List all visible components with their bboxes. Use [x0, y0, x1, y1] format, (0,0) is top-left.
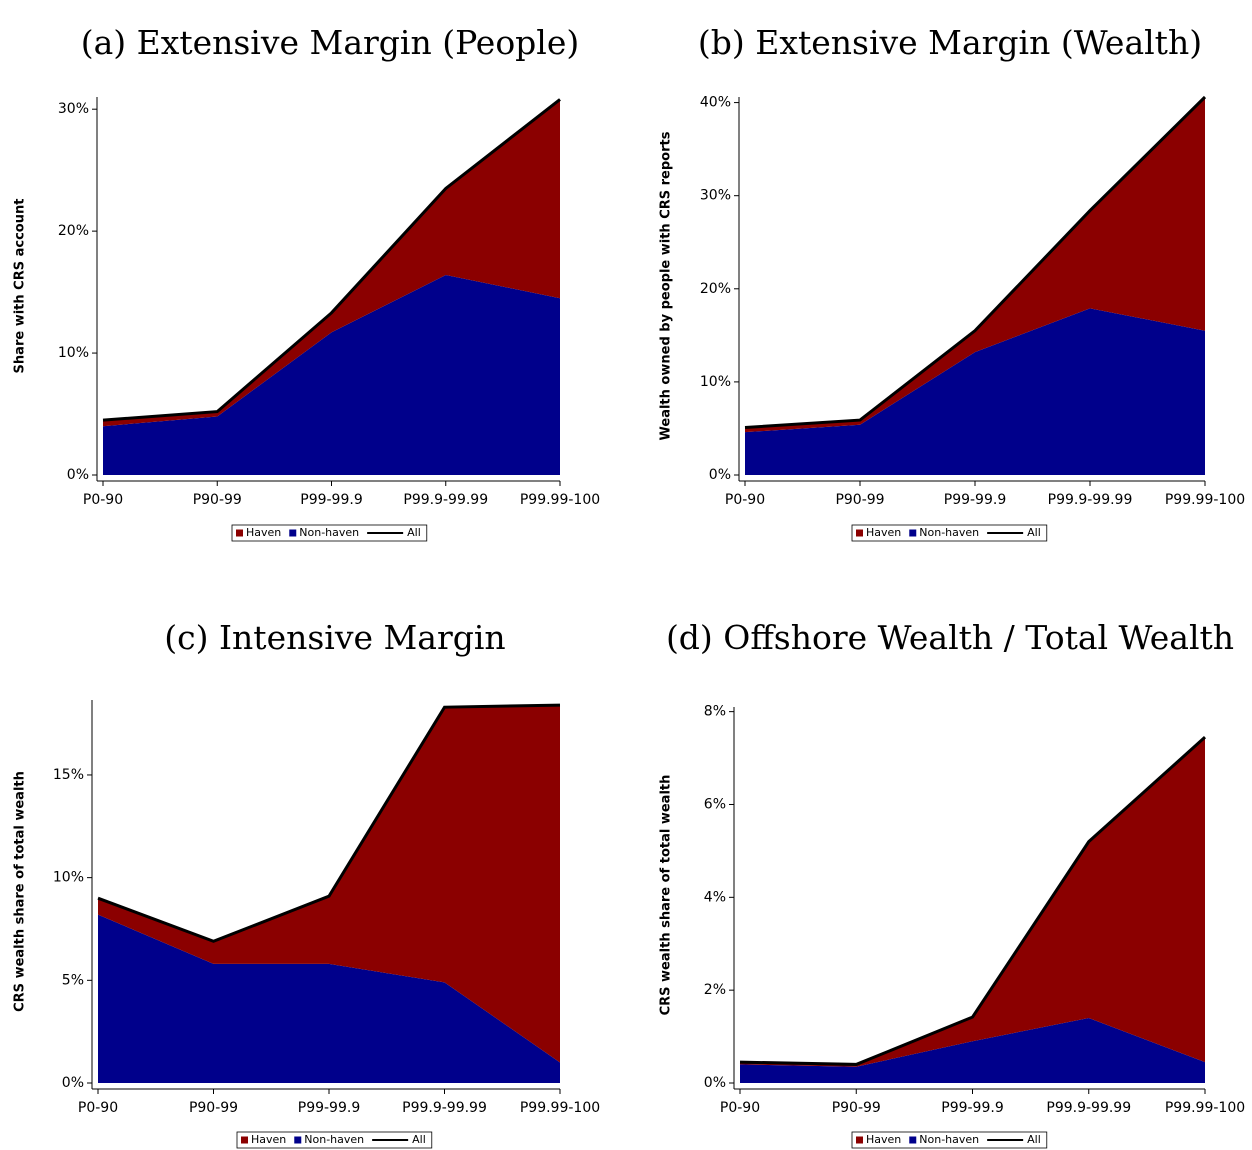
- legend-label: Non-haven: [919, 1133, 979, 1146]
- legend-label: Haven: [866, 1133, 901, 1146]
- legend-frame: [236, 1131, 433, 1149]
- chart-title: (d) Offshore Wealth / Total Wealth: [666, 618, 1234, 657]
- area: [745, 308, 1205, 475]
- area: [740, 737, 1205, 1067]
- x-tick-label: P99.9-99.99: [1048, 492, 1133, 508]
- x-tick-label: P99.9-99.99: [1046, 1100, 1131, 1116]
- x-tick-label: P99.99-100: [520, 492, 600, 508]
- x-tick-label: P90-99: [832, 1100, 881, 1116]
- y-tick-label: 8%: [704, 704, 726, 720]
- chart-title: (c) Intensive Margin: [164, 618, 505, 657]
- x-tick-label: P99-99.9: [941, 1100, 1003, 1116]
- x-tick-label: P99-99.9: [298, 1100, 360, 1116]
- y-axis-label: CRS wealth share of total wealth: [659, 775, 674, 1016]
- y-tick-label: 20%: [58, 223, 89, 239]
- y-tick-label: 30%: [58, 101, 89, 117]
- legend-label: Haven: [866, 526, 901, 539]
- legend: Haven Non-haven All: [231, 524, 428, 542]
- legend-label: Haven: [251, 1133, 286, 1146]
- x-tick-label: P0-90: [83, 492, 123, 508]
- legend-swatch: [294, 1136, 302, 1144]
- area: [98, 914, 560, 1083]
- chart-title: (b) Extensive Margin (Wealth): [698, 23, 1202, 62]
- legend-swatch: [241, 1136, 248, 1144]
- legend-label: Non-haven: [919, 526, 979, 539]
- x-tick-label: P99-99.9: [300, 492, 362, 508]
- legend-swatch: [856, 1136, 863, 1144]
- x-tick-label: P90-99: [193, 492, 242, 508]
- y-tick-label: 10%: [700, 374, 731, 390]
- x-tick-label: P99.99-100: [1165, 1100, 1245, 1116]
- y-tick-label: 15%: [53, 767, 84, 783]
- legend-frame: [851, 524, 1048, 542]
- legend-swatch: [856, 529, 863, 537]
- legend-swatch: [909, 1136, 917, 1144]
- line: [744, 95, 1207, 430]
- y-tick-label: 0%: [709, 467, 731, 483]
- x-tick-label: P99.99-100: [520, 1100, 600, 1116]
- x-tick-label: P99.9-99.99: [402, 1100, 487, 1116]
- legend-label: Non-haven: [304, 1133, 364, 1146]
- legend-swatch: [909, 529, 917, 537]
- legend: Haven Non-haven All: [851, 1131, 1048, 1149]
- y-tick-label: 10%: [53, 870, 84, 886]
- legend: Haven Non-haven All: [851, 524, 1048, 542]
- area: [745, 97, 1205, 433]
- x-tick-label: P0-90: [78, 1100, 118, 1116]
- y-tick-label: 40%: [700, 95, 731, 111]
- y-tick-label: 0%: [704, 1075, 726, 1091]
- x-tick-label: P99-99.9: [944, 492, 1006, 508]
- x-tick-label: P99.99-100: [1165, 492, 1245, 508]
- area: [103, 275, 560, 475]
- y-axis-label: CRS wealth share of total wealth: [13, 771, 28, 1012]
- y-axis-label: Share with CRS account: [13, 199, 28, 374]
- x-tick-label: P90-99: [835, 492, 884, 508]
- legend-frame: [231, 524, 428, 542]
- y-tick-label: 30%: [700, 188, 731, 204]
- chart-title: (a) Extensive Margin (People): [81, 23, 580, 62]
- line: [97, 703, 561, 943]
- line: [102, 98, 561, 422]
- legend-label: All: [407, 526, 421, 539]
- legend-label: All: [1027, 1133, 1041, 1146]
- y-tick-label: 0%: [67, 467, 89, 483]
- y-tick-label: 5%: [62, 972, 84, 988]
- y-tick-label: 0%: [62, 1075, 84, 1091]
- legend: Haven Non-haven All: [236, 1131, 433, 1149]
- line: [739, 736, 1207, 1066]
- area: [98, 705, 560, 1063]
- x-tick-label: P99.9-99.99: [403, 492, 488, 508]
- y-tick-label: 20%: [700, 281, 731, 297]
- area: [103, 99, 560, 427]
- legend-label: All: [1027, 526, 1041, 539]
- legend-frame: [851, 1131, 1048, 1149]
- x-tick-label: P90-99: [189, 1100, 238, 1116]
- legend-swatch: [289, 529, 297, 537]
- legend-label: All: [412, 1133, 426, 1146]
- x-tick-label: P0-90: [725, 492, 765, 508]
- y-tick-label: 4%: [704, 889, 726, 905]
- y-axis-label: Wealth owned by people with CRS reports: [659, 131, 674, 440]
- x-tick-label: P0-90: [720, 1100, 760, 1116]
- y-tick-label: 6%: [704, 796, 726, 812]
- legend-label: Non-haven: [299, 526, 359, 539]
- legend-swatch: [236, 529, 243, 537]
- y-tick-label: 2%: [704, 982, 726, 998]
- y-tick-label: 10%: [58, 345, 89, 361]
- legend-label: Haven: [246, 526, 281, 539]
